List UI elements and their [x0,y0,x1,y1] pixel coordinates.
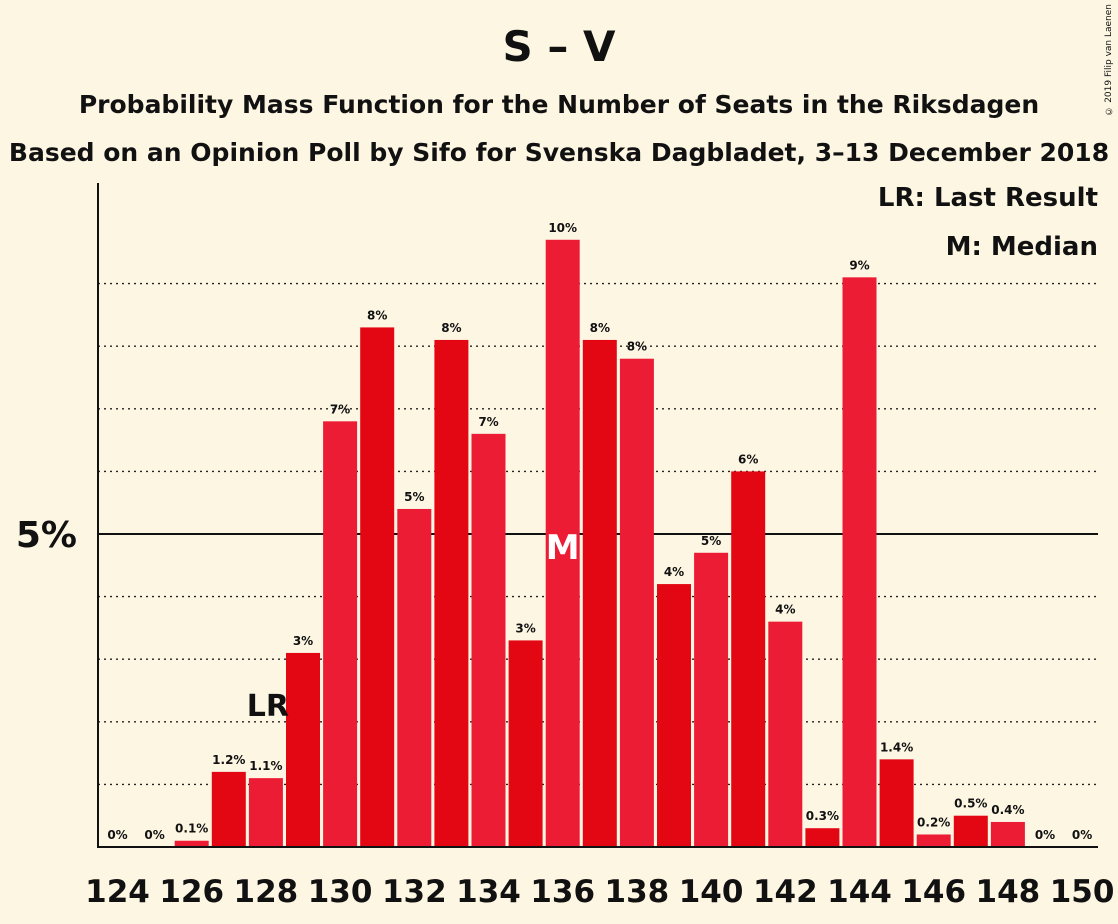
data-label-seat-127: 1.2% [212,753,245,767]
x-tick-label-132: 132 [382,874,447,910]
bar-seat-148 [990,821,1025,847]
data-label-seat-139: 4% [664,565,684,579]
x-tick-label-128: 128 [234,874,299,910]
data-label-seat-128: 1.1% [249,759,282,773]
chart-subtitle-source: Based on an Opinion Poll by Sifo for Sve… [8,138,1110,167]
bar-seat-143 [805,828,840,847]
bar-seat-136 [545,239,580,847]
x-tick-label-148: 148 [976,874,1041,910]
bar-seat-131 [360,327,395,847]
data-label-seat-132: 5% [404,490,424,504]
data-label-seat-149: 0% [1035,828,1055,842]
bar-seat-129 [286,652,320,847]
data-label-seat-147: 0.5% [954,797,987,811]
bar-seat-140 [694,552,729,847]
data-label-seat-125: 0% [144,828,164,842]
bar-seat-139 [657,584,691,847]
data-label-seat-137: 8% [590,321,610,335]
bar-seat-146 [916,834,951,847]
data-label-seat-138: 8% [627,340,647,354]
bar-seat-133 [434,339,469,847]
bar-seat-137 [582,339,617,847]
data-label-seat-131: 8% [367,308,387,322]
median-marker: M [546,528,580,568]
bar-seat-127 [211,771,246,847]
x-tick-label-126: 126 [159,874,224,910]
x-tick-label-142: 142 [753,874,818,910]
data-label-seat-144: 9% [849,258,869,272]
data-label-seat-142: 4% [775,603,795,617]
data-label-seat-146: 0.2% [917,815,950,829]
data-label-seat-126: 0.1% [175,822,208,836]
bar-seat-141 [731,471,766,847]
data-label-seat-145: 1.4% [880,740,913,754]
bar-seat-142 [768,621,803,847]
data-label-seat-129: 3% [293,634,313,648]
x-tick-label-134: 134 [456,874,521,910]
bar-seat-132 [397,508,432,847]
x-tick-label-136: 136 [530,874,595,910]
data-label-seat-134: 7% [478,415,498,429]
data-label-seat-150: 0% [1072,828,1092,842]
chart-subtitle: Probability Mass Function for the Number… [78,90,1040,119]
data-label-seat-140: 5% [701,534,721,548]
bar-seat-138 [619,358,654,847]
data-label-seat-148: 0.4% [991,803,1024,817]
x-tick-label-140: 140 [679,874,744,910]
x-tick-label-124: 124 [85,874,150,910]
legend-median: M: Median [945,232,1098,262]
data-label-seat-136: 10% [548,221,577,235]
data-label-seat-130: 7% [330,402,350,416]
legend-last-result: LR: Last Result [877,183,1098,213]
data-label-seat-124: 0% [107,828,127,842]
y-tick-label-5-percent: 5% [16,515,77,556]
chart-title: S – V [502,22,616,71]
data-label-seat-141: 6% [738,452,758,466]
data-label-seat-143: 0.3% [806,809,839,823]
bar-seat-145 [879,759,914,847]
bar-seat-147 [953,815,988,847]
x-tick-label-138: 138 [605,874,670,910]
bar-seat-126 [174,840,209,847]
bar-seat-130 [323,421,358,847]
bar-seat-144 [842,277,877,848]
last-result-marker: LR [247,689,289,724]
bar-seat-128 [248,778,283,847]
bar-seat-135 [508,640,543,847]
bar-seat-134 [471,433,506,847]
x-tick-label-150: 150 [1050,874,1115,910]
x-tick-label-130: 130 [308,874,373,910]
data-label-seat-135: 3% [515,621,535,635]
x-tick-label-144: 144 [827,874,892,910]
x-tick-label-146: 146 [901,874,966,910]
data-label-seat-133: 8% [441,321,461,335]
